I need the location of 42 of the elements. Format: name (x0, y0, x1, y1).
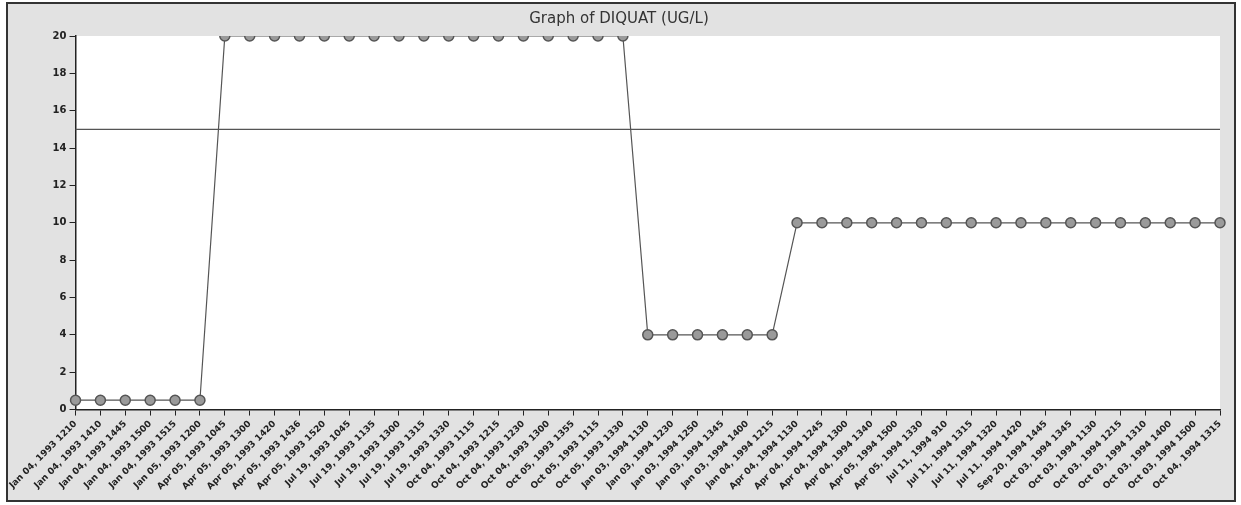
point (1164, 217, 1176, 229)
point (741, 329, 754, 341)
point (194, 394, 206, 406)
point (890, 217, 903, 229)
point (1139, 217, 1152, 229)
point (94, 394, 107, 406)
point (169, 394, 181, 406)
point (915, 217, 928, 229)
point (642, 329, 654, 341)
y-tick-label: 8 (59, 253, 67, 265)
point (1064, 217, 1077, 229)
point (1089, 217, 1102, 229)
point (716, 329, 729, 341)
point (841, 217, 853, 229)
point (691, 329, 704, 341)
y-tick-label: 14 (52, 141, 67, 153)
y-tick-label: 4 (59, 328, 67, 340)
y-tick-label: 6 (59, 291, 67, 303)
y-tick-label: 2 (59, 365, 67, 377)
point (940, 217, 953, 229)
point (144, 394, 156, 406)
point (990, 217, 1002, 229)
point (1040, 217, 1052, 229)
y-tick-label: 18 (52, 66, 67, 78)
point (1114, 217, 1127, 229)
point (666, 329, 679, 341)
point (965, 217, 977, 229)
point (1189, 217, 1201, 229)
point (766, 329, 778, 341)
point (1015, 217, 1027, 229)
y-tick-label: 16 (52, 104, 67, 116)
point (865, 217, 878, 229)
point (816, 217, 828, 229)
point (69, 394, 82, 406)
y-tick-label: 20 (52, 29, 67, 41)
point (119, 394, 132, 406)
y-tick-label: 10 (52, 216, 67, 228)
y-tick-label: 12 (52, 179, 67, 191)
chart-title: Graph of DIQUAT (UG/L) (529, 8, 709, 27)
y-tick-label: 0 (59, 403, 67, 415)
point (1214, 217, 1226, 229)
point (791, 217, 803, 229)
